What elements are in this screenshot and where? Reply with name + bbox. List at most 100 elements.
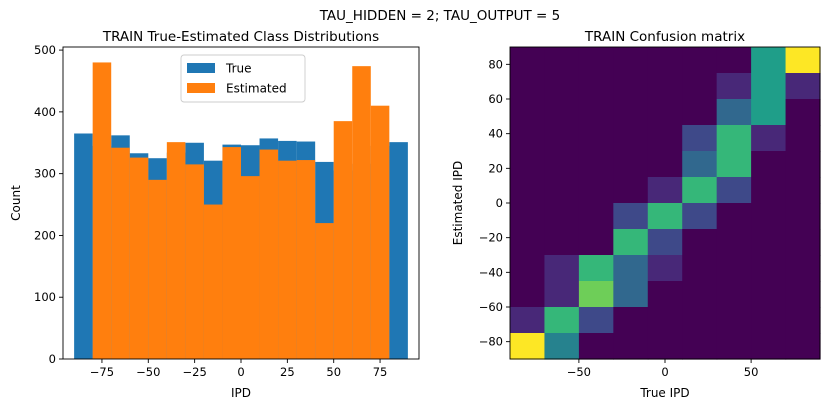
cm-cell-10-4 [647,307,683,334]
bar-estimated-9 [241,176,260,359]
histogram-chart: TRAIN True-Estimated Class Distributions… [9,29,420,400]
bar-true-0 [74,133,93,359]
cm-cell-9-8 [785,281,821,308]
legend-swatch-estimated [187,83,215,93]
cm-cell-2-3 [613,99,649,126]
histogram-title: TRAIN True-Estimated Class Distributions [102,29,379,45]
cm-cell-9-3 [613,281,649,308]
cm-cell-7-1 [544,229,580,256]
bar-estimated-11 [278,160,297,359]
confusion-matrix-x-label: True IPD [639,386,689,400]
confusion-matrix-y-ticks: −80 −60 −40 −20 0 20 40 60 80 [479,57,510,349]
cm-cell-3-7 [751,125,787,152]
cm-cell-3-3 [613,125,649,152]
cm-cell-6-2 [578,203,614,230]
y-tick-label: −80 [479,335,503,349]
cm-cell-5-8 [785,177,821,204]
cm-cell-9-4 [647,281,683,308]
cm-cell-6-7 [751,203,787,230]
bar-estimated-10 [259,149,279,359]
cm-cell-2-8 [785,99,821,126]
cm-cell-10-8 [785,307,821,334]
cm-cell-3-6 [716,125,752,152]
bar-estimated-8 [222,147,241,359]
x-tick-label: 75 [373,365,388,379]
cm-cell-9-2 [578,281,614,308]
cm-cell-2-5 [682,99,718,126]
cm-cell-0-0 [510,47,546,74]
cm-cell-5-5 [682,177,718,204]
confusion-matrix-y-label: Estimated IPD [451,161,465,245]
confusion-matrix-chart: TRAIN Confusion matrix −50 0 50 −80−60−40−… [451,29,821,400]
bar-estimated-3 [129,157,149,359]
cm-cell-11-5 [682,333,718,360]
cm-cell-9-7 [751,281,787,308]
cm-cell-1-8 [785,73,821,100]
confusion-matrix-cells [510,47,821,360]
cm-cell-4-5 [682,151,718,178]
cm-cell-7-4 [647,229,683,256]
cm-cell-1-7 [751,73,787,100]
histogram-y-label: Count [9,185,23,221]
cm-cell-3-5 [682,125,718,152]
cm-cell-1-3 [613,73,649,100]
cm-cell-10-5 [682,307,718,334]
y-tick-label: 0 [496,196,503,210]
cm-cell-6-8 [785,203,821,230]
cm-cell-10-2 [578,307,614,334]
cm-cell-8-1 [544,255,580,282]
cm-cell-4-2 [578,151,614,178]
cm-cell-2-1 [544,99,580,126]
y-tick-label: −40 [479,265,503,279]
y-tick-label: 20 [488,161,503,175]
cm-cell-10-3 [613,307,649,334]
x-tick-label: −50 [567,365,591,379]
cm-cell-4-4 [647,151,683,178]
cm-cell-0-1 [544,47,580,74]
x-tick-label: 50 [326,365,341,379]
cm-cell-9-5 [682,281,718,308]
cm-cell-4-1 [544,151,580,178]
cm-cell-5-6 [716,177,752,204]
cm-cell-10-7 [751,307,787,334]
confusion-matrix-x-ticks: −50 0 50 [567,359,759,379]
cm-cell-8-6 [716,255,752,282]
cm-cell-7-2 [578,229,614,256]
bar-estimated-15 [352,66,371,360]
cm-cell-8-3 [613,255,649,282]
y-tick-label: −20 [479,231,503,245]
cm-cell-7-8 [785,229,821,256]
x-tick-label: 50 [744,365,759,379]
histogram-bars [74,62,408,360]
cm-cell-3-1 [544,125,580,152]
y-tick-label: 300 [34,167,56,181]
cm-cell-3-4 [647,125,683,152]
cm-cell-7-5 [682,229,718,256]
cm-cell-0-2 [578,47,614,74]
cm-cell-5-1 [544,177,580,204]
cm-cell-4-0 [510,151,546,178]
legend-label-estimated: Estimated [226,82,287,96]
histogram-x-ticks: −75 −50 −25 0 25 50 75 [90,359,388,379]
cm-cell-5-4 [647,177,683,204]
cm-cell-6-0 [510,203,546,230]
cm-cell-4-6 [716,151,752,178]
legend-label-true: True [225,62,252,76]
suptitle: TAU_HIDDEN = 2; TAU_OUTPUT = 5 [319,8,561,24]
cm-cell-11-3 [613,333,649,360]
bar-estimated-6 [185,164,204,359]
bar-estimated-7 [203,204,223,359]
cm-cell-4-3 [613,151,649,178]
bar-estimated-16 [370,105,390,359]
cm-cell-0-6 [716,47,752,74]
bar-estimated-5 [166,142,186,359]
cm-cell-8-5 [682,255,718,282]
bar-estimated-12 [296,160,316,359]
legend-swatch-true [187,63,215,73]
cm-cell-6-3 [613,203,649,230]
cm-cell-1-5 [682,73,718,100]
y-tick-label: −60 [479,300,503,314]
y-tick-label: 80 [488,57,503,71]
cm-cell-1-1 [544,73,580,100]
